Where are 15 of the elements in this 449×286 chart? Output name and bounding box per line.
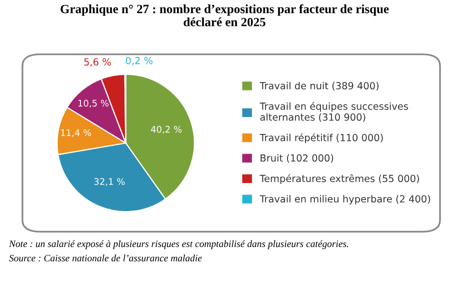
data-label: 0,2 % [126,56,152,66]
source-note: Source : Caisse nationale de l’assurance maladie [9,254,202,262]
legend-label: Travail en équipes successives alternantes (310 900) [260,102,408,122]
legend-label: Travail répétitif (110 000) [260,133,383,144]
chart-title: Graphique n° 27 : nombre d’expositions par facteur de risque déclaré en 2025 [60,4,389,26]
data-label: 5,6 % [84,58,111,67]
data-label: 10,5 % [78,100,108,108]
text: Note : un salarié exposé à plusieurs risques est comptabilisé dans plusieurs catégories. [8,240,348,250]
legend-label: Travail en milieu hyperbare (2 400) [260,195,430,204]
data-label: 40,2 % [150,126,182,134]
data-label: 32,1 % [94,178,125,186]
legend-label: Bruit (102 000) [260,154,334,163]
data-label: 11,4 % [61,129,92,138]
legend-label: Températures extrêmes (55 000) [260,174,419,184]
legend-label: Travail de nuit (389 400) [260,82,379,91]
